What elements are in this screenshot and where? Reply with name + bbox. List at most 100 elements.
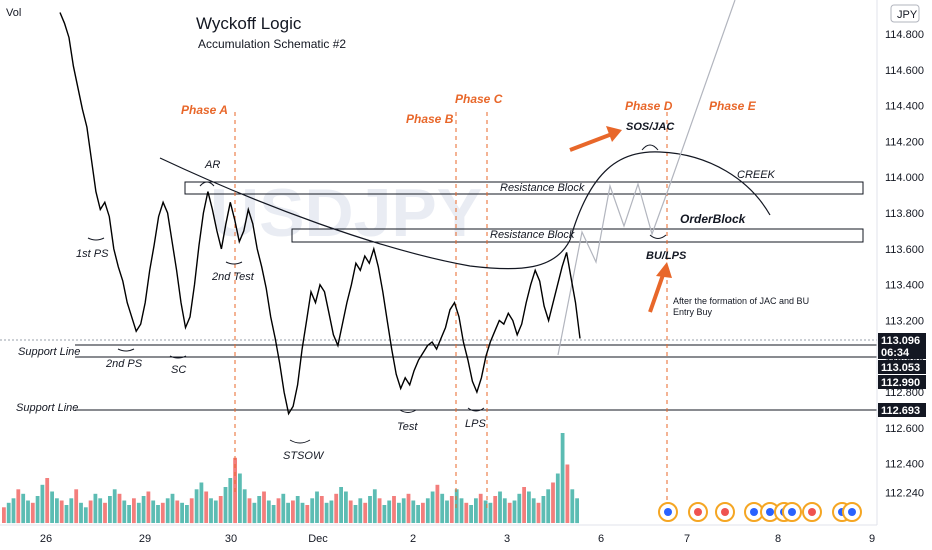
event-badge-flag [721, 508, 729, 516]
resistance-block-upper: Resistance Block [184, 181, 864, 195]
volume-bar [209, 498, 213, 524]
phase-dividers [234, 112, 668, 512]
volume-bar [474, 498, 478, 524]
volume-bar [430, 491, 435, 523]
volume-bar [575, 498, 579, 524]
time-tick-label: 9 [869, 533, 875, 545]
volume-bar [334, 493, 339, 524]
resistance-block-label: Resistance Block [500, 182, 585, 194]
volume-bar [565, 464, 570, 523]
volume-bar [507, 502, 512, 524]
phase-e-label: Phase E [709, 99, 757, 113]
volume-bar [185, 505, 189, 523]
volume-bar [141, 496, 146, 523]
price-tick-label: 112.600 [885, 423, 924, 435]
volume-bar [406, 493, 411, 524]
label-creek: CREEK [737, 169, 776, 181]
phase-c-label: Phase C [455, 92, 503, 106]
time-axis[interactable]: 26 29 30 Dec 2 3 6 7 8 9 [0, 524, 877, 545]
volume-bar [353, 505, 358, 523]
currency-badge[interactable]: JPY [897, 9, 918, 21]
volume-bar [517, 493, 522, 524]
event-badge-flag [750, 508, 758, 516]
volume-bar [372, 489, 377, 524]
volume-bar [26, 500, 30, 523]
volume-bar [156, 505, 160, 523]
volume-bar [291, 500, 295, 523]
volume-bar [324, 502, 329, 524]
volume-bar [363, 502, 368, 524]
event-badge-flag [848, 508, 856, 516]
price-badge: 113.053 [878, 360, 926, 374]
label-1st-ps: 1st PS [76, 248, 109, 260]
volume-bar [464, 502, 469, 524]
volume-bar [112, 489, 117, 524]
volume-bar [6, 502, 11, 524]
volume-label: Vol [6, 7, 21, 19]
volume-bar [392, 496, 396, 523]
arrow-sos [569, 126, 622, 152]
volume-bar [560, 433, 565, 523]
volume-bar [483, 500, 488, 523]
volume-bar [286, 502, 290, 524]
volume-bar [493, 496, 498, 523]
volume-bar [449, 496, 454, 523]
creek-curve [569, 151, 771, 241]
price-badge-value: 112.990 [881, 377, 920, 389]
volume-bar [103, 502, 107, 524]
volume-bar [122, 500, 127, 523]
symbol-watermark: USDJPY [210, 175, 482, 251]
time-tick-label: 2 [410, 533, 416, 545]
label-sc: SC [171, 364, 186, 376]
volume-bar [79, 502, 83, 524]
label-bu-lps: BU/LPS [646, 250, 687, 262]
volume-bar [213, 500, 218, 523]
event-badge-flag [766, 508, 774, 516]
volume-bar [242, 489, 247, 524]
label-ar: AR [204, 159, 220, 171]
event-badge-flag [694, 508, 702, 516]
volume-bars [2, 433, 579, 524]
economic-event-badges[interactable] [658, 502, 862, 522]
chart-subtitle: Accumulation Schematic #2 [198, 37, 346, 51]
volume-bar [551, 482, 555, 523]
price-tick-label: 114.400 [885, 101, 924, 113]
volume-bar [271, 505, 276, 523]
price-badge-value: 112.693 [881, 405, 920, 417]
price-tick-label: 114.000 [885, 172, 924, 184]
volume-bar [276, 498, 281, 524]
price-tick-label: 114.800 [885, 29, 924, 41]
time-tick-label: 29 [139, 533, 151, 545]
volume-bar [223, 487, 228, 523]
volume-bar [93, 493, 98, 524]
volume-bar [445, 500, 449, 523]
price-badge: 112.693 [878, 403, 926, 417]
volume-bar [35, 496, 40, 523]
note-line-2: Entry Buy [673, 307, 713, 317]
volume-bar [382, 505, 387, 523]
volume-bar [305, 505, 310, 523]
event-badge-flag [808, 508, 816, 516]
price-tick-label: 114.600 [885, 65, 924, 77]
volume-bar [310, 498, 315, 524]
volume-bar [541, 496, 546, 523]
price-axis[interactable]: JPY 112.240112.400112.600112.800113.0001… [876, 0, 926, 525]
volume-bar [11, 498, 16, 524]
volume-bar [194, 489, 199, 524]
volume-bar [498, 491, 502, 523]
volume-bar [238, 473, 242, 523]
phase-b-label: Phase B [406, 112, 454, 126]
resistance-block-lower: Resistance Block [291, 228, 864, 243]
volume-bar [281, 493, 286, 524]
volume-bar [151, 500, 156, 523]
volume-bar [2, 507, 6, 523]
volume-bar [74, 489, 79, 524]
volume-bar [252, 502, 257, 524]
label-stsow: STSOW [283, 450, 325, 462]
volume-bar [358, 498, 363, 524]
volume-bar [257, 496, 262, 523]
volume-bar [401, 498, 406, 524]
time-tick-label: 7 [684, 533, 690, 545]
volume-bar [228, 478, 233, 523]
